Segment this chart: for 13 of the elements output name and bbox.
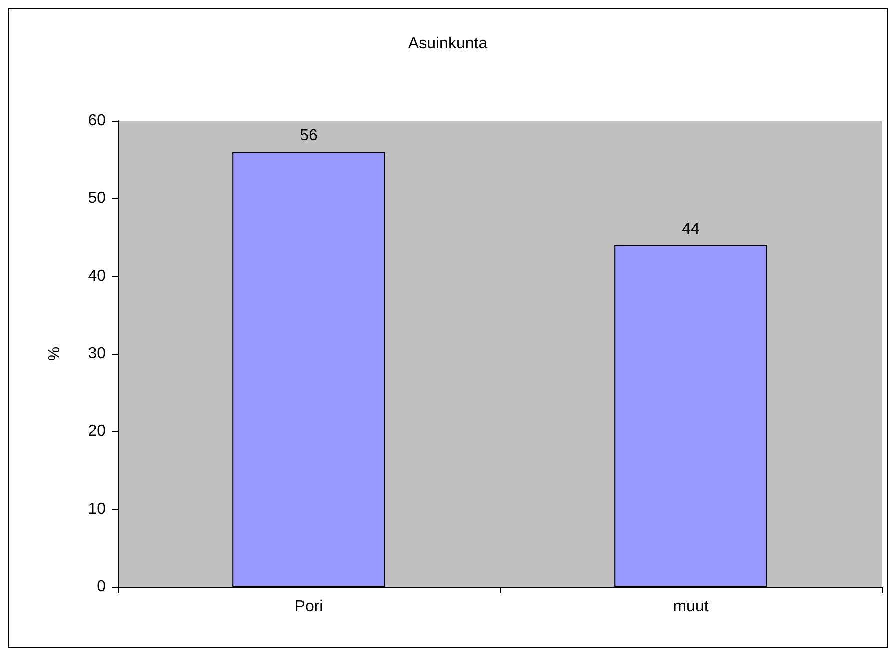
y-tick-label: 10 (88, 500, 106, 518)
y-tick-label: 20 (88, 423, 106, 440)
y-tick-label: 40 (88, 268, 106, 285)
data-label: 44 (682, 220, 700, 238)
x-tick-label: muut (673, 598, 710, 616)
y-axis-title: % (46, 346, 64, 362)
y-tick-label: 0 (97, 578, 106, 596)
chart-title: Asuinkunta (408, 36, 488, 52)
y-tick-label: 50 (88, 190, 106, 208)
y-tick-label: 30 (88, 346, 106, 362)
y-tick-label: 60 (88, 112, 106, 130)
data-label: 56 (300, 128, 318, 145)
x-tick-label: Pori (294, 598, 324, 616)
